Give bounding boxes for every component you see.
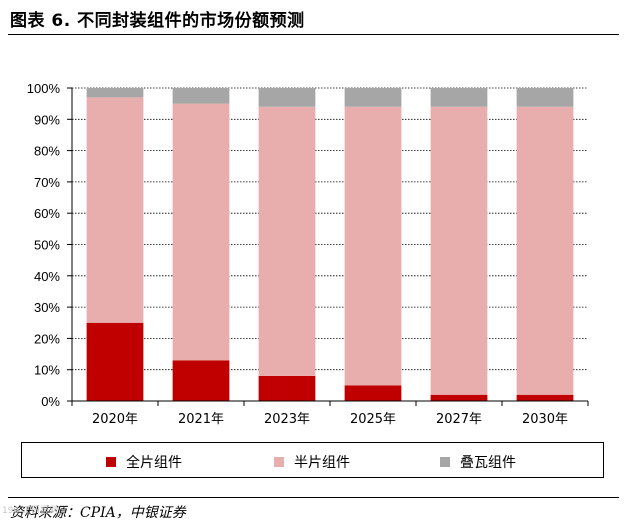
bar-segment-full-cell	[86, 322, 144, 401]
bar-segment-shingled	[516, 88, 574, 107]
bar-segment-full-cell	[172, 360, 230, 401]
bar-segment-half-cell	[86, 97, 144, 323]
y-tick-label: 90%	[34, 112, 60, 127]
bar-segment-half-cell	[430, 106, 488, 395]
legend-label-full-cell: 全片组件	[126, 455, 182, 471]
legend-item-half-cell: 半片组件	[274, 452, 350, 472]
y-tick-label: 30%	[34, 300, 60, 315]
x-tick-label: 2025年	[350, 412, 396, 427]
legend-label-shingled: 叠瓦组件	[460, 455, 516, 471]
bar-segment-full-cell	[344, 385, 402, 401]
legend-item-shingled: 叠瓦组件	[440, 452, 516, 472]
chart-legend: 全片组件 半片组件 叠瓦组件	[21, 442, 604, 478]
bar-segment-shingled	[86, 88, 144, 98]
x-tick-label: 2021年	[178, 412, 224, 427]
x-tick-label: 2027年	[436, 412, 482, 427]
bar-segment-full-cell	[516, 394, 574, 401]
x-tick-label: 2020年	[92, 412, 138, 427]
title-rule	[8, 34, 619, 35]
bar-segment-half-cell	[172, 103, 230, 361]
y-tick-label: 60%	[34, 206, 60, 221]
legend-swatch-shingled	[440, 457, 450, 467]
bar-segment-shingled	[344, 88, 402, 107]
bar-segment-half-cell	[516, 106, 574, 395]
x-tick-label: 2030年	[522, 412, 568, 427]
y-tick-label: 20%	[34, 331, 60, 346]
y-tick-label: 100%	[27, 81, 61, 96]
bar-segment-half-cell	[258, 106, 316, 376]
bar-segment-shingled	[430, 88, 488, 107]
source-rule	[8, 497, 619, 498]
y-tick-label: 50%	[34, 238, 60, 253]
source-note: 资料来源：CPIA，中银证券	[10, 505, 186, 521]
y-tick-label: 0%	[41, 394, 60, 409]
stacked-bar-chart: 0% 10% 20% 30% 40% 50% 60% 70% 80% 90% 100% 2020年 20…	[27, 81, 589, 427]
legend-label-half-cell: 半片组件	[294, 455, 350, 471]
figure-title: 图表 6. 不同封装组件的市场份额预测	[10, 11, 305, 31]
legend-item-full-cell: 全片组件	[106, 452, 182, 472]
bar-segment-shingled	[258, 88, 316, 107]
y-tick-label: 40%	[34, 269, 60, 284]
bar-segment-half-cell	[344, 106, 402, 386]
y-tick-label: 80%	[34, 144, 60, 159]
x-tick-label: 2023年	[264, 412, 310, 427]
bar-segment-full-cell	[258, 375, 316, 401]
bar-segment-shingled	[172, 88, 230, 104]
watermark: 199 工研报网	[2, 506, 59, 516]
y-tick-label: 10%	[34, 363, 60, 378]
legend-swatch-full-cell	[106, 457, 116, 467]
y-tick-label: 70%	[34, 175, 60, 190]
bar-segment-full-cell	[430, 394, 488, 401]
legend-swatch-half-cell	[274, 457, 284, 467]
